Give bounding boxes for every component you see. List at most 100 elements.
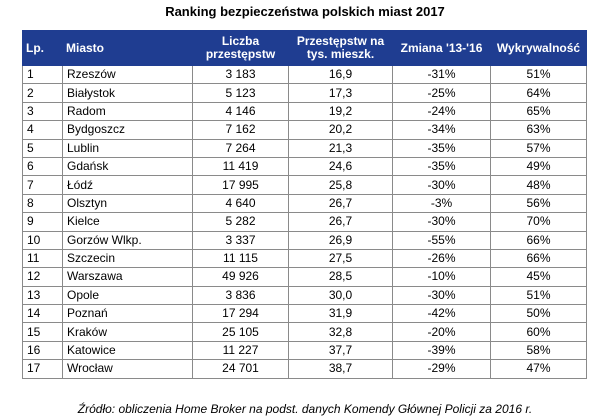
cell-na-tys: 31,9 bbox=[288, 304, 393, 324]
cell-miasto: Lublin bbox=[62, 138, 193, 158]
cell-liczba: 4 146 bbox=[192, 101, 289, 122]
cell-zmiana: -35% bbox=[392, 156, 491, 177]
cell-zmiana: -25% bbox=[392, 83, 491, 103]
table-body: 1 Rzeszów 3 183 16,9 -31% 51% 2 Białystok 5 123 1… bbox=[22, 64, 587, 379]
cell-wykrywalnosc: 47% bbox=[490, 359, 587, 379]
cell-zmiana: -35% bbox=[392, 138, 491, 158]
cell-na-tys: 30,0 bbox=[288, 285, 393, 306]
table-title: Ranking bezpieczeństwa polskich miast 20… bbox=[165, 4, 445, 19]
cell-na-tys: 17,3 bbox=[288, 83, 393, 103]
cell-lp: 3 bbox=[22, 101, 63, 122]
cell-wykrywalnosc: 56% bbox=[490, 193, 587, 214]
cell-na-tys: 26,7 bbox=[288, 212, 393, 232]
cell-zmiana: -30% bbox=[392, 212, 491, 232]
header-miasto: Miasto bbox=[62, 30, 193, 66]
cell-na-tys: 16,9 bbox=[288, 64, 393, 85]
cell-na-tys: 26,9 bbox=[288, 230, 393, 250]
cell-zmiana: -3% bbox=[392, 193, 491, 214]
header-liczba: Liczba przestępstw bbox=[192, 30, 289, 66]
header-na-tys-line2: tys. mieszk. bbox=[306, 47, 375, 61]
header-liczba-line2: przestępstw bbox=[205, 47, 276, 61]
cell-liczba: 11 419 bbox=[192, 156, 289, 177]
cell-miasto: Łódź bbox=[62, 175, 193, 195]
cell-liczba: 11 227 bbox=[192, 340, 289, 361]
table-row: 11 Szczecin 11 115 27,5 -26% 66% bbox=[22, 248, 587, 269]
cell-na-tys: 24,6 bbox=[288, 156, 393, 177]
cell-wykrywalnosc: 66% bbox=[490, 248, 587, 269]
cell-wykrywalnosc: 49% bbox=[490, 156, 587, 177]
cell-miasto: Warszawa bbox=[62, 267, 193, 287]
cell-miasto: Katowice bbox=[62, 340, 193, 361]
cell-miasto: Poznań bbox=[62, 304, 193, 324]
cell-na-tys: 38,7 bbox=[288, 359, 393, 379]
cell-zmiana: -42% bbox=[392, 304, 491, 324]
cell-wykrywalnosc: 50% bbox=[490, 304, 587, 324]
cell-lp: 10 bbox=[22, 230, 63, 250]
cell-lp: 2 bbox=[22, 83, 63, 103]
cell-lp: 9 bbox=[22, 212, 63, 232]
cell-liczba: 3 836 bbox=[192, 285, 289, 306]
cell-zmiana: -39% bbox=[392, 340, 491, 361]
ranking-table: Lp. Miasto Liczba przestępstw Przestępst… bbox=[22, 30, 587, 379]
table-row: 3 Radom 4 146 19,2 -24% 65% bbox=[22, 101, 587, 122]
table-row: 2 Białystok 5 123 17,3 -25% 64% bbox=[22, 83, 587, 103]
cell-miasto: Szczecin bbox=[62, 248, 193, 269]
cell-zmiana: -30% bbox=[392, 175, 491, 195]
cell-liczba: 17 294 bbox=[192, 304, 289, 324]
table-row: 12 Warszawa 49 926 28,5 -10% 45% bbox=[22, 267, 587, 287]
cell-miasto: Kraków bbox=[62, 322, 193, 342]
cell-miasto: Kielce bbox=[62, 212, 193, 232]
cell-wykrywalnosc: 51% bbox=[490, 64, 587, 85]
cell-miasto: Białystok bbox=[62, 83, 193, 103]
cell-na-tys: 21,3 bbox=[288, 138, 393, 158]
cell-lp: 16 bbox=[22, 340, 63, 361]
cell-zmiana: -30% bbox=[392, 285, 491, 306]
cell-wykrywalnosc: 57% bbox=[490, 138, 587, 158]
table-row: 16 Katowice 11 227 37,7 -39% 58% bbox=[22, 340, 587, 361]
cell-liczba: 25 105 bbox=[192, 322, 289, 342]
cell-liczba: 24 701 bbox=[192, 359, 289, 379]
table-row: 10 Gorzów Wlkp. 3 337 26,9 -55% 66% bbox=[22, 230, 587, 250]
cell-zmiana: -34% bbox=[392, 120, 491, 140]
cell-zmiana: -10% bbox=[392, 267, 491, 287]
cell-lp: 14 bbox=[22, 304, 63, 324]
cell-lp: 6 bbox=[22, 156, 63, 177]
cell-zmiana: -20% bbox=[392, 322, 491, 342]
cell-wykrywalnosc: 48% bbox=[490, 175, 587, 195]
cell-wykrywalnosc: 66% bbox=[490, 230, 587, 250]
table-row: 7 Łódź 17 995 25,8 -30% 48% bbox=[22, 175, 587, 195]
cell-zmiana: -55% bbox=[392, 230, 491, 250]
cell-liczba: 11 115 bbox=[192, 248, 289, 269]
cell-na-tys: 27,5 bbox=[288, 248, 393, 269]
cell-liczba: 17 995 bbox=[192, 175, 289, 195]
cell-wykrywalnosc: 58% bbox=[490, 340, 587, 361]
cell-wykrywalnosc: 70% bbox=[490, 212, 587, 232]
cell-wykrywalnosc: 45% bbox=[490, 267, 587, 287]
header-na-tys-line1: Przestępstw na bbox=[296, 34, 385, 48]
cell-zmiana: -24% bbox=[392, 101, 491, 122]
cell-miasto: Opole bbox=[62, 285, 193, 306]
cell-wykrywalnosc: 60% bbox=[490, 322, 587, 342]
cell-na-tys: 28,5 bbox=[288, 267, 393, 287]
header-lp: Lp. bbox=[22, 30, 63, 66]
cell-liczba: 7 264 bbox=[192, 138, 289, 158]
cell-wykrywalnosc: 65% bbox=[490, 101, 587, 122]
cell-liczba: 5 123 bbox=[192, 83, 289, 103]
cell-na-tys: 26,7 bbox=[288, 193, 393, 214]
table-row: 6 Gdańsk 11 419 24,6 -35% 49% bbox=[22, 156, 587, 177]
cell-wykrywalnosc: 64% bbox=[490, 83, 587, 103]
table-row: 5 Lublin 7 264 21,3 -35% 57% bbox=[22, 138, 587, 158]
cell-lp: 11 bbox=[22, 248, 63, 269]
cell-miasto: Gorzów Wlkp. bbox=[62, 230, 193, 250]
cell-liczba: 4 640 bbox=[192, 193, 289, 214]
cell-na-tys: 20,2 bbox=[288, 120, 393, 140]
cell-miasto: Olsztyn bbox=[62, 193, 193, 214]
cell-lp: 13 bbox=[22, 285, 63, 306]
cell-miasto: Rzeszów bbox=[62, 64, 193, 85]
cell-zmiana: -31% bbox=[392, 64, 491, 85]
cell-lp: 15 bbox=[22, 322, 63, 342]
table-row: 15 Kraków 25 105 32,8 -20% 60% bbox=[22, 322, 587, 342]
cell-miasto: Gdańsk bbox=[62, 156, 193, 177]
cell-wykrywalnosc: 63% bbox=[490, 120, 587, 140]
table-row: 13 Opole 3 836 30,0 -30% 51% bbox=[22, 285, 587, 306]
